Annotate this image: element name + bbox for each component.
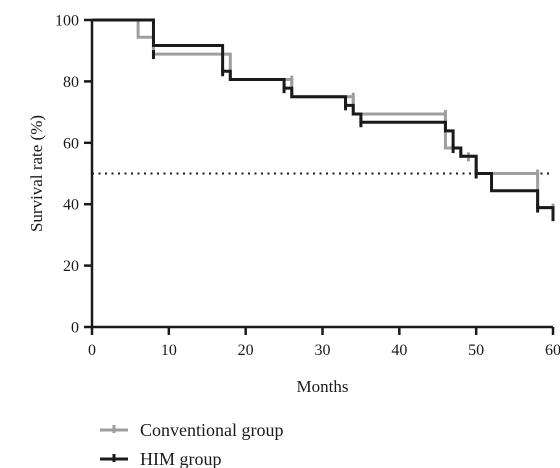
x-axis-title: Months xyxy=(297,377,349,396)
y-tick-label: 20 xyxy=(63,258,79,275)
y-tick-label: 0 xyxy=(71,320,79,337)
x-tick-label: 30 xyxy=(315,342,331,359)
x-tick-label: 20 xyxy=(238,342,254,359)
legend-label: HIM group xyxy=(140,449,222,468)
x-tick-label: 10 xyxy=(161,342,177,359)
y-tick-label: 80 xyxy=(63,74,79,91)
legend-label: Conventional group xyxy=(140,420,283,440)
series-1 xyxy=(92,18,555,222)
series-0 xyxy=(92,18,555,213)
x-tick-label: 60 xyxy=(545,342,560,359)
legend-item-1: HIM group xyxy=(100,449,222,468)
x-tick-label: 0 xyxy=(88,342,96,359)
x-tick-label: 50 xyxy=(468,342,484,359)
y-tick-label: 100 xyxy=(55,13,79,30)
legend: Conventional group HIM group xyxy=(100,420,283,468)
legend-item-0: Conventional group xyxy=(100,420,283,440)
series-line-0 xyxy=(92,18,553,210)
series-line-1 xyxy=(92,18,555,217)
y-tick-label: 40 xyxy=(63,197,79,214)
y-axis-title: Survival rate (%) xyxy=(27,115,46,232)
x-tick-label: 40 xyxy=(391,342,407,359)
series-layer xyxy=(92,18,555,222)
y-tick-label: 60 xyxy=(63,135,79,152)
axis-layer: 0 20 40 60 80 100 0 10 20 30 40 50 60 Months Survival … xyxy=(27,13,560,397)
